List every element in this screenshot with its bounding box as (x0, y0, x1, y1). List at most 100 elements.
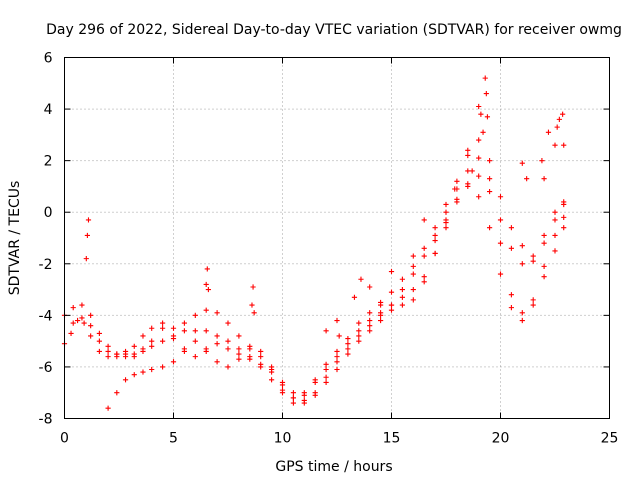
data-point (560, 111, 566, 117)
data-point (149, 325, 155, 331)
data-point (399, 286, 405, 293)
data-point (290, 395, 296, 401)
data-point (251, 310, 257, 316)
data-point (388, 289, 395, 295)
data-point (465, 152, 471, 159)
data-point (258, 354, 264, 360)
data-point (160, 338, 166, 344)
data-point (323, 361, 329, 367)
data-point (539, 158, 545, 164)
data-point (192, 328, 198, 334)
data-point (388, 302, 395, 308)
data-point (478, 111, 484, 117)
data-point (421, 245, 427, 251)
data-point (508, 292, 514, 298)
data-point (105, 343, 111, 349)
data-point (312, 377, 318, 383)
data-point (140, 369, 146, 375)
data-point (236, 333, 242, 339)
data-point (497, 240, 504, 246)
series-track-c (70, 183, 567, 404)
data-point (519, 310, 525, 316)
data-point (236, 356, 242, 362)
data-point (279, 387, 286, 393)
data-point (561, 142, 567, 148)
data-point (88, 333, 94, 339)
data-point (149, 366, 155, 373)
y-tick-label: 2 (44, 154, 53, 170)
data-point (205, 286, 211, 293)
data-point (85, 217, 92, 223)
data-point (334, 317, 340, 324)
data-point (561, 214, 567, 220)
data-point (170, 325, 177, 331)
data-point (508, 225, 514, 231)
y-tick-label: 4 (44, 102, 53, 118)
data-point (122, 351, 129, 357)
data-point (79, 302, 85, 308)
data-point (367, 323, 373, 329)
data-point (345, 346, 351, 352)
data-point (487, 176, 493, 182)
data-point (552, 217, 558, 223)
data-point (530, 302, 536, 308)
data-point (269, 364, 275, 370)
data-point (367, 310, 373, 316)
data-point (114, 390, 120, 396)
data-point (301, 397, 307, 404)
y-tick-label: -4 (39, 308, 53, 324)
data-point (524, 176, 530, 182)
data-point (140, 348, 146, 355)
data-point (345, 335, 351, 342)
axis-ticks: 0 5 10 15 20 25 -8 -6 -4 -2 0 2 4 6 (39, 51, 619, 447)
data-point (552, 248, 558, 254)
data-point (81, 320, 87, 326)
data-point (519, 317, 525, 324)
data-point (476, 194, 482, 200)
data-point (484, 114, 491, 120)
data-point (432, 232, 438, 239)
data-point (465, 183, 471, 190)
data-point (388, 307, 395, 313)
data-point (358, 276, 364, 282)
data-point (530, 258, 536, 264)
data-point (88, 312, 94, 318)
data-point (170, 335, 177, 342)
data-point (421, 253, 427, 259)
series-track-b (61, 155, 567, 406)
data-point (236, 351, 242, 357)
data-point (225, 338, 231, 344)
y-tick-label: 6 (44, 51, 53, 67)
data-point (480, 129, 486, 135)
data-point (149, 343, 155, 349)
data-point (541, 232, 547, 239)
x-tick-label: 15 (383, 431, 401, 447)
data-point (519, 261, 525, 267)
data-point (181, 320, 187, 326)
data-point (356, 328, 362, 334)
y-axis-label: SDTVAR / TECUs (7, 181, 23, 296)
data-point (367, 284, 373, 290)
data-point (249, 302, 255, 308)
data-point (487, 158, 493, 164)
data-point (247, 346, 253, 352)
data-point (269, 377, 275, 383)
data-point (476, 137, 482, 143)
data-point (140, 333, 146, 339)
series-spikes (83, 75, 567, 339)
y-tick-label: -8 (39, 412, 53, 428)
data-point (432, 237, 438, 244)
data-point (541, 240, 547, 246)
data-point (541, 176, 547, 182)
data-point (421, 274, 427, 280)
data-point (552, 209, 558, 215)
data-point (269, 369, 275, 375)
data-point (203, 328, 209, 334)
data-point (181, 346, 187, 352)
data-points (61, 75, 567, 411)
data-point (410, 263, 416, 269)
data-point (131, 372, 137, 378)
data-point (105, 354, 111, 360)
data-point (79, 315, 85, 321)
data-point (203, 307, 209, 313)
